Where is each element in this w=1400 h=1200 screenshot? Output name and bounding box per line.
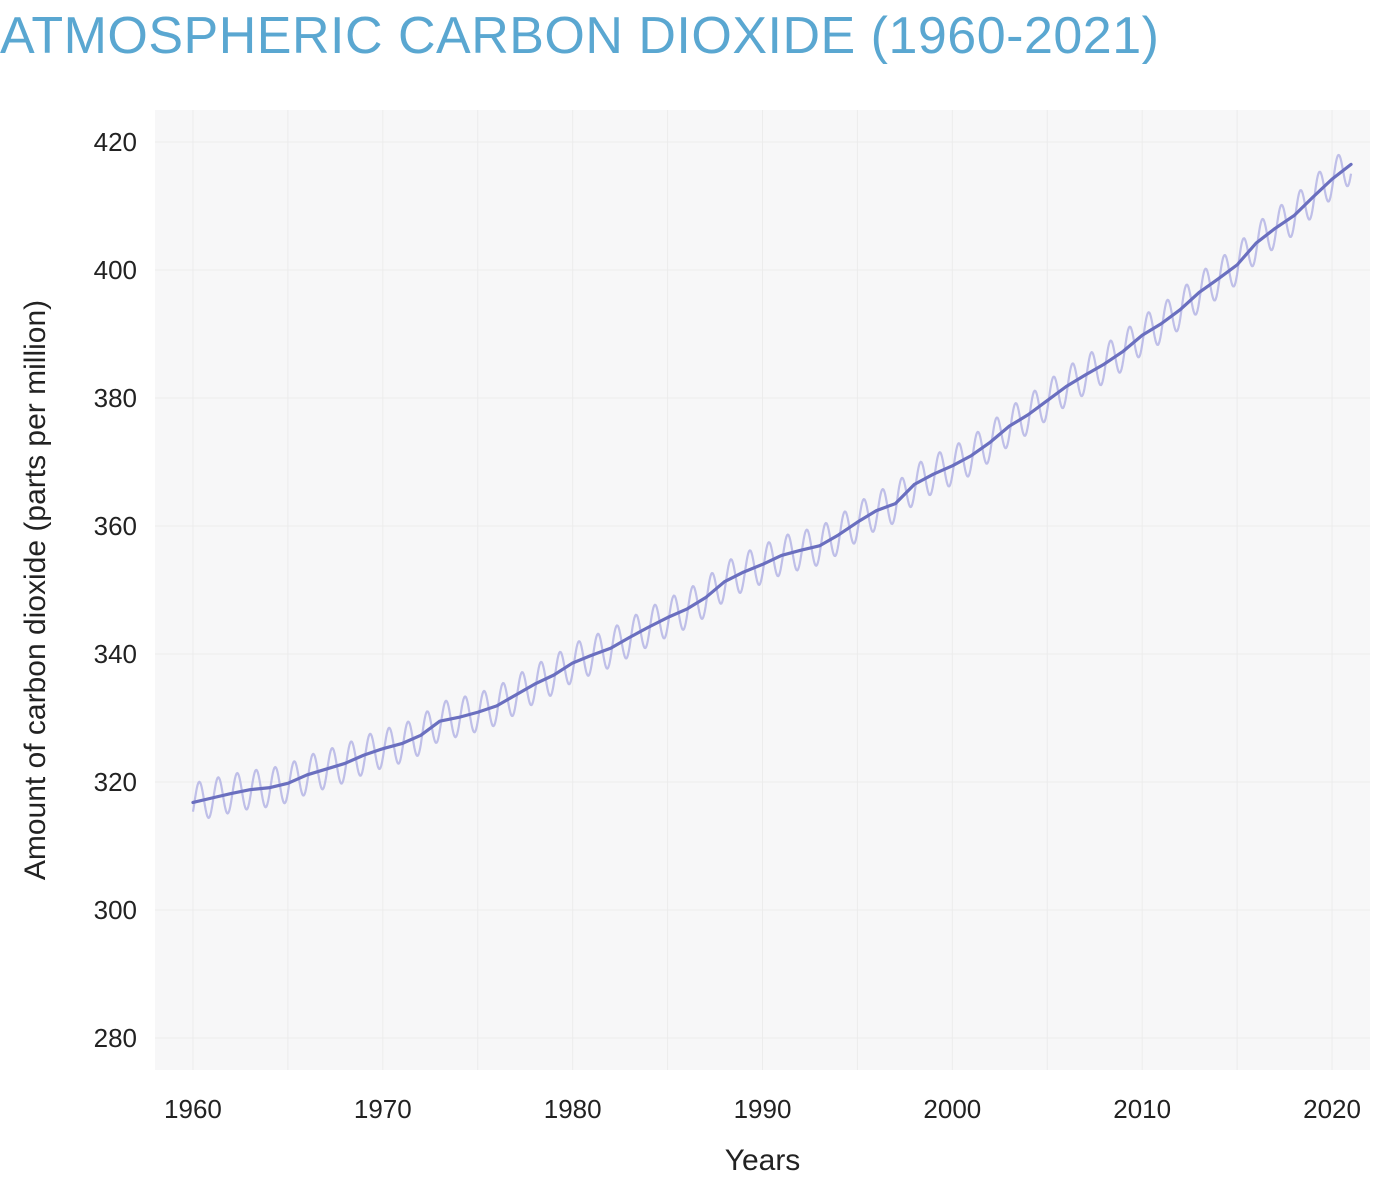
chart-container: 280 300 320 340 360 380 400 420 1960 1970 1980 1990… <box>0 100 1400 1200</box>
y-tick-label: 320 <box>94 767 137 797</box>
y-axis-label: Amount of carbon dioxide (parts per mill… <box>19 300 52 880</box>
x-tick-label: 1990 <box>734 1094 792 1124</box>
x-tick-label: 2000 <box>923 1094 981 1124</box>
y-tick-label: 360 <box>94 511 137 541</box>
x-tick-label: 2010 <box>1113 1094 1171 1124</box>
y-tick-label: 340 <box>94 639 137 669</box>
x-tick-label: 1980 <box>544 1094 602 1124</box>
x-tick-label: 1970 <box>354 1094 412 1124</box>
y-tick-label: 280 <box>94 1023 137 1053</box>
x-tick-label: 1960 <box>164 1094 222 1124</box>
co2-line-chart: 280 300 320 340 360 380 400 420 1960 1970 1980 1990… <box>0 100 1400 1200</box>
x-axis-label: Years <box>725 1144 801 1177</box>
x-tick-label: 2020 <box>1303 1094 1361 1124</box>
y-tick-label: 400 <box>94 255 137 285</box>
y-tick-label: 380 <box>94 383 137 413</box>
y-tick-label: 300 <box>94 895 137 925</box>
page-root: ATMOSPHERIC CARBON DIOXIDE (1960-2021) 2… <box>0 0 1400 1200</box>
chart-title: ATMOSPHERIC CARBON DIOXIDE (1960-2021) <box>0 6 1400 66</box>
y-tick-label: 420 <box>94 127 137 157</box>
